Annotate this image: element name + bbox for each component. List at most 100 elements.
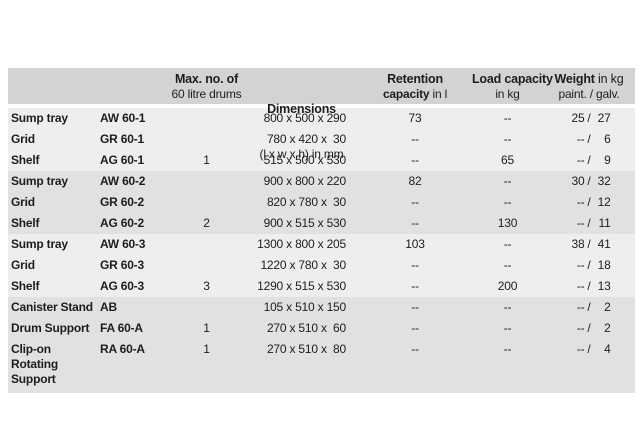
model-code: AG 60-2 xyxy=(100,216,144,230)
dimensions-value: 1220 x 780 x 30 xyxy=(260,258,346,272)
weight-separator: / xyxy=(587,279,591,293)
load-capacity-value: -- xyxy=(503,132,512,146)
table-row: Shelf AG 60-3 3 1290 x 515 x 530 -- 200 … xyxy=(8,276,635,297)
retention-capacity-value: 73 xyxy=(408,111,422,125)
model-code: GR 60-1 xyxy=(100,132,144,146)
load-capacity-value: -- xyxy=(503,321,512,335)
table-body: Sump tray AW 60-1 800 x 500 x 290 73 -- … xyxy=(8,108,635,393)
weight-painted: -- xyxy=(576,342,585,356)
weight-value: -- / 13 xyxy=(543,276,635,297)
model-code: AG 60-1 xyxy=(100,153,144,167)
weight-painted: -- xyxy=(576,153,585,167)
product-name: Sump tray xyxy=(11,111,68,125)
weight-value: 25 / 27 xyxy=(543,108,635,129)
weight-galvanised: 12 xyxy=(597,195,611,209)
product-name: Shelf xyxy=(11,216,40,230)
header-max-drums-line1: Max. no. of xyxy=(174,72,239,86)
load-capacity-value: -- xyxy=(503,174,512,188)
table-row: Drum Support FA 60-A 1 270 x 510 x 60 --… xyxy=(8,318,635,339)
product-name: Sump tray xyxy=(11,237,68,251)
header-load-line2: in kg xyxy=(495,87,520,101)
product-name: Clip-on Rotating Support xyxy=(11,342,59,386)
load-capacity-value: 130 xyxy=(497,216,518,230)
retention-capacity-value: 82 xyxy=(408,174,422,188)
dimensions-value: 900 x 515 x 530 xyxy=(263,216,347,230)
weight-value: -- / 18 xyxy=(543,255,635,276)
retention-capacity-value: -- xyxy=(411,258,419,272)
table-row: Grid GR 60-1 780 x 420 x 30 -- -- -- / 6 xyxy=(8,129,635,150)
model-code: AW 60-3 xyxy=(100,237,146,251)
retention-capacity-value: 103 xyxy=(405,237,425,251)
retention-capacity-value: -- xyxy=(411,195,419,209)
model-code: GR 60-3 xyxy=(100,258,144,272)
table-header: Max. no. of 60 litre drums Dimensions (l… xyxy=(8,68,635,161)
header-retention-line2-rest: in l xyxy=(432,87,448,101)
product-name: Grid xyxy=(11,258,35,272)
header-weight-line2: paint. / galv. xyxy=(558,87,620,101)
weight-galvanised: 11 xyxy=(598,216,611,230)
table-row: Clip-on Rotating Support RA 60-A 1 270 x… xyxy=(8,339,635,393)
table-row: Shelf AG 60-2 2 900 x 515 x 530 -- 130 -… xyxy=(8,213,635,234)
retention-capacity-value: -- xyxy=(411,216,419,230)
load-capacity-value: -- xyxy=(503,342,512,356)
header-weight-line1: Weight in kg xyxy=(543,72,635,87)
dimensions-value: 270 x 510 x 80 xyxy=(266,342,346,356)
weight-value: -- / 4 xyxy=(543,339,635,360)
weight-value: -- / 11 xyxy=(543,213,635,234)
weight-painted: 38 xyxy=(571,237,585,251)
header-weight: Weight in kg paint. / galv. xyxy=(543,72,635,102)
weight-value: -- / 9 xyxy=(543,150,635,171)
weight-value: -- / 2 xyxy=(543,318,635,339)
header-retention-line2: capacity in l xyxy=(358,87,472,102)
max-drums-value: 2 xyxy=(203,216,210,230)
weight-galvanised: 4 xyxy=(604,342,611,356)
retention-capacity-value: -- xyxy=(411,321,419,335)
weight-value: -- / 2 xyxy=(543,297,635,318)
retention-capacity-value: -- xyxy=(411,279,419,293)
product-name: Grid xyxy=(11,195,35,209)
load-capacity-value: -- xyxy=(503,111,512,125)
max-drums-value: 1 xyxy=(203,153,210,167)
weight-galvanised: 13 xyxy=(597,279,611,293)
weight-galvanised: 2 xyxy=(604,300,611,314)
product-name: Canister Stand xyxy=(11,300,93,314)
model-code: FA 60-A xyxy=(100,321,143,335)
header-dimensions: Dimensions (l x w x h) in mm xyxy=(245,72,358,192)
product-name: Shelf xyxy=(11,279,40,293)
table-row: Canister Stand AB 105 x 510 x 150 -- -- … xyxy=(8,297,635,318)
product-name: Sump tray xyxy=(11,174,68,188)
retention-capacity-value: -- xyxy=(411,342,419,356)
dimensions-value: 800 x 500 x 290 xyxy=(263,111,347,125)
weight-painted: -- xyxy=(576,258,585,272)
table-row: Shelf AG 60-1 1 515 x 500 x 530 -- 65 --… xyxy=(8,150,635,171)
retention-capacity-value: -- xyxy=(411,300,419,314)
table-row: Sump tray AW 60-1 800 x 500 x 290 73 -- … xyxy=(8,108,635,129)
model-code: RA 60-A xyxy=(100,342,145,356)
weight-painted: -- xyxy=(576,300,585,314)
weight-galvanised: 9 xyxy=(604,153,611,167)
header-weight-line1-rest: in kg xyxy=(598,72,624,86)
weight-separator: / xyxy=(587,321,591,335)
dimensions-value: 780 x 420 x 30 xyxy=(266,132,346,146)
weight-separator: / xyxy=(587,153,591,167)
weight-value: -- / 12 xyxy=(543,192,635,213)
weight-value: 38 / 41 xyxy=(543,234,635,255)
product-name: Grid xyxy=(11,132,35,146)
header-max-drums: Max. no. of 60 litre drums xyxy=(168,72,245,102)
model-code: AG 60-3 xyxy=(100,279,144,293)
dimensions-value: 270 x 510 x 60 xyxy=(266,321,346,335)
max-drums-value: 1 xyxy=(203,321,210,335)
header-dimensions-line1: Dimensions xyxy=(267,102,336,116)
load-capacity-value: 65 xyxy=(501,153,514,167)
load-capacity-value: -- xyxy=(503,237,512,251)
weight-galvanised: 32 xyxy=(597,174,611,188)
weight-separator: / xyxy=(587,237,591,251)
table-row: Sump tray AW 60-3 1300 x 800 x 205 103 -… xyxy=(8,234,635,255)
header-dimensions-line2: (l x w x h) in mm xyxy=(259,147,344,161)
retention-capacity-value: -- xyxy=(411,153,419,167)
weight-separator: / xyxy=(587,195,591,209)
table-row: Sump tray AW 60-2 900 x 800 x 220 82 -- … xyxy=(8,171,635,192)
dimensions-value: 900 x 800 x 220 xyxy=(263,174,347,188)
retention-capacity-value: -- xyxy=(411,132,419,146)
weight-separator: / xyxy=(587,174,591,188)
